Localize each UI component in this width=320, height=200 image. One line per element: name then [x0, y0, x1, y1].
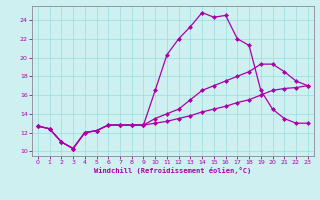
X-axis label: Windchill (Refroidissement éolien,°C): Windchill (Refroidissement éolien,°C)	[94, 167, 252, 174]
